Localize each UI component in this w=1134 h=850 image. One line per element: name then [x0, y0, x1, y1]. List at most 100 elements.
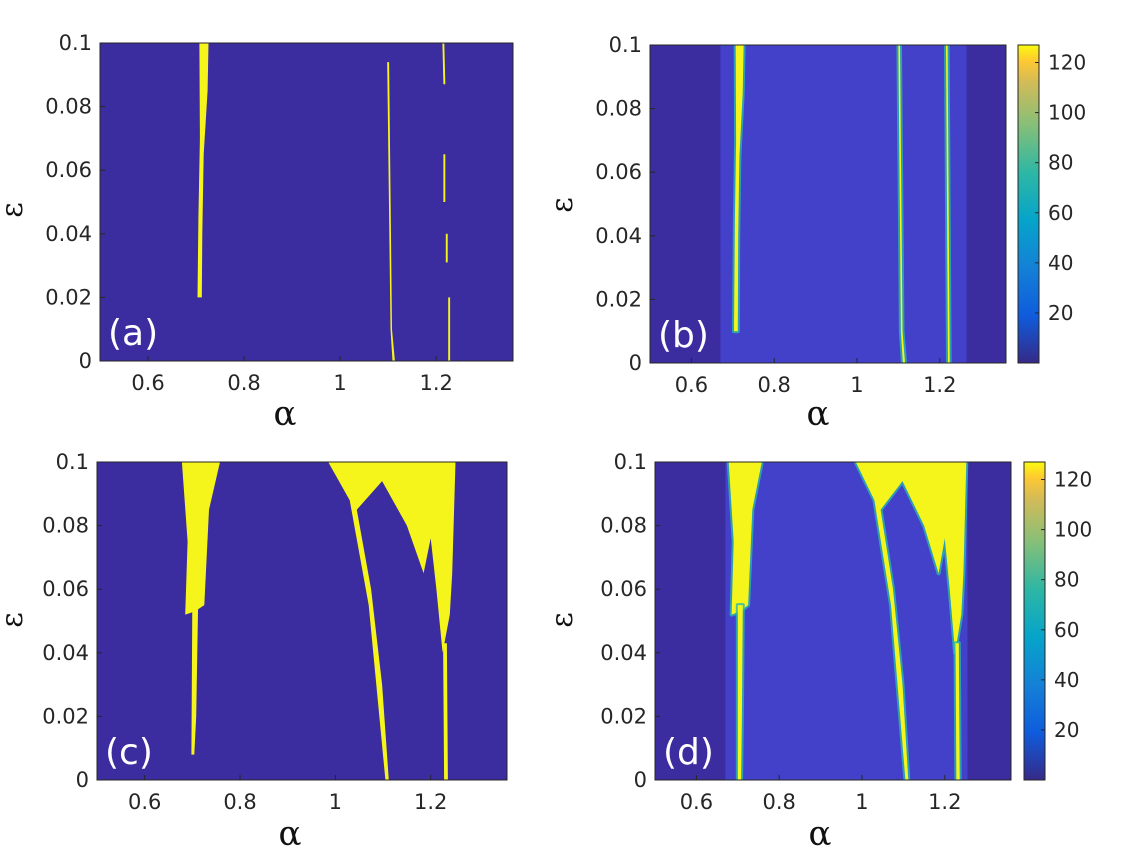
y-tick-label: 0 — [76, 768, 89, 792]
region-line-1.22 — [946, 45, 950, 363]
cutout-hollow-1.12 — [380, 503, 429, 621]
region-line-1.22 — [442, 43, 446, 85]
y-tick-label: 0 — [634, 768, 647, 792]
x-axis-label: α — [279, 814, 302, 850]
x-tick-label: 1 — [855, 790, 868, 814]
x-tick-label: 0.8 — [227, 371, 260, 395]
panel-b: 0.6 0.8 1 1.2 0 0.02 0.04 0.06 0.08 0.1 α ε (b) 20 40 6… — [545, 33, 1086, 434]
y-tick-label: 0 — [629, 351, 642, 375]
axes-frame — [96, 461, 508, 781]
y-tick-label: 0.1 — [59, 31, 92, 55]
colorbar-gradient — [1017, 44, 1040, 364]
x-tick-label: 0.6 — [675, 373, 708, 397]
axes-frame — [654, 461, 1012, 781]
panel-label: (b) — [658, 315, 709, 356]
x-tick-label: 0.8 — [223, 790, 256, 814]
region-strip-1.24 — [955, 643, 960, 780]
x-tick-label: 0.8 — [757, 373, 790, 397]
heatmap-background — [100, 43, 513, 361]
x-axis-label: α — [807, 394, 830, 434]
colorbar-tick-label: 60 — [1048, 201, 1073, 225]
x-tick-label: 1 — [333, 371, 346, 395]
x-tick-label: 1.2 — [928, 790, 961, 814]
y-tick-label: 0.04 — [600, 641, 647, 665]
y-tick-label: 0.08 — [45, 95, 92, 119]
y-tick-label: 0.02 — [45, 285, 92, 309]
y-tick-label: 0.02 — [600, 704, 647, 728]
panel-label: (c) — [105, 732, 153, 773]
panel-label: (a) — [108, 313, 158, 354]
colorbar-tick-label: 40 — [1048, 251, 1073, 275]
x-tick-label: 0.6 — [128, 790, 161, 814]
x-tick-label: 1.2 — [419, 371, 452, 395]
region-seg-1.22c — [445, 233, 448, 263]
region-tongue-0.7-top — [181, 462, 220, 615]
plot-area-b — [650, 45, 1006, 363]
panel-a: 0.6 0.8 1 1.2 0 0.02 0.04 0.06 0.08 0.1 α ε (a) — [0, 31, 514, 434]
axes-frame — [99, 42, 514, 362]
y-tick-label: 0.1 — [609, 33, 642, 57]
colorbar-tick-label: 80 — [1054, 568, 1079, 592]
y-tick-label: 0 — [79, 349, 92, 373]
y-tick-label: 0.04 — [595, 224, 642, 248]
cutout-hollow-1.12 — [901, 503, 943, 621]
colorbar-tick-label: 100 — [1054, 518, 1092, 542]
colorbar-tick-label: 20 — [1048, 301, 1073, 325]
x-tick-label: 0.8 — [762, 790, 795, 814]
plot-area-d — [655, 462, 1011, 780]
colorbar: 20 40 60 80 100 120 — [1017, 44, 1086, 364]
y-tick-label: 0.08 — [42, 514, 89, 538]
y-tick-label: 0.06 — [42, 577, 89, 601]
y-tick-label: 0.1 — [614, 450, 647, 474]
region-tongue-0.7-top — [728, 462, 762, 615]
region-tongue-0.71 — [734, 45, 744, 332]
y-tick-label: 0.08 — [600, 514, 647, 538]
axes-frame — [649, 44, 1007, 364]
colorbar-tick-label: 80 — [1048, 151, 1073, 175]
x-axis-label: α — [809, 814, 832, 850]
y-tick-label: 0.08 — [595, 97, 642, 121]
y-axis-label: ε — [545, 612, 580, 628]
y-axis-label: ε — [0, 202, 30, 218]
colorbar-gradient — [1023, 461, 1046, 781]
plot-area-a — [100, 43, 513, 361]
y-tick-label: 0.1 — [56, 450, 89, 474]
plot-area-c — [97, 462, 507, 780]
region-big-1.0 — [328, 462, 456, 780]
region-tongue-0.7-stem — [737, 605, 743, 780]
y-tick-label: 0.06 — [600, 577, 647, 601]
colorbar-tick-label: 60 — [1054, 618, 1079, 642]
colorbar-tick-label: 120 — [1054, 468, 1092, 492]
heatmap-band — [720, 45, 967, 363]
x-tick-label: 1 — [850, 373, 863, 397]
colorbar-tick-label: 100 — [1048, 101, 1086, 125]
x-tick-label: 1.2 — [923, 373, 956, 397]
colorbar-tick-label: 120 — [1048, 51, 1086, 75]
y-tick-label: 0.04 — [42, 641, 89, 665]
region-tongue-0.7-stem — [191, 605, 199, 755]
region-edge-line-1.22 — [944, 45, 952, 363]
y-tick-label: 0.06 — [595, 160, 642, 184]
x-tick-label: 1.2 — [414, 790, 447, 814]
panel-c: 0.6 0.8 1 1.2 0 0.02 0.04 0.06 0.08 0.1 α ε (c) — [0, 450, 508, 850]
y-axis-label: ε — [545, 197, 580, 213]
region-strip-1.24 — [443, 643, 448, 780]
region-big-1.0 — [855, 462, 967, 780]
region-tongue-0.71 — [197, 43, 209, 298]
y-tick-label: 0.06 — [45, 158, 92, 182]
y-tick-label: 0.02 — [42, 704, 89, 728]
x-tick-label: 0.6 — [680, 790, 713, 814]
y-axis-label: ε — [0, 612, 30, 628]
colorbar: 20 40 60 80 100 120 — [1023, 461, 1092, 781]
region-seg-1.22b — [443, 154, 446, 202]
x-tick-label: 0.6 — [131, 371, 164, 395]
region-line-1.10 — [387, 62, 395, 361]
region-seg-1.23 — [448, 297, 451, 361]
panel-label: (d) — [663, 732, 714, 773]
region-line-1.10 — [898, 45, 905, 363]
x-axis-label: α — [274, 394, 297, 434]
y-tick-label: 0.02 — [595, 287, 642, 311]
colorbar-tick-label: 40 — [1054, 668, 1079, 692]
colorbar-tick-label: 20 — [1054, 718, 1079, 742]
